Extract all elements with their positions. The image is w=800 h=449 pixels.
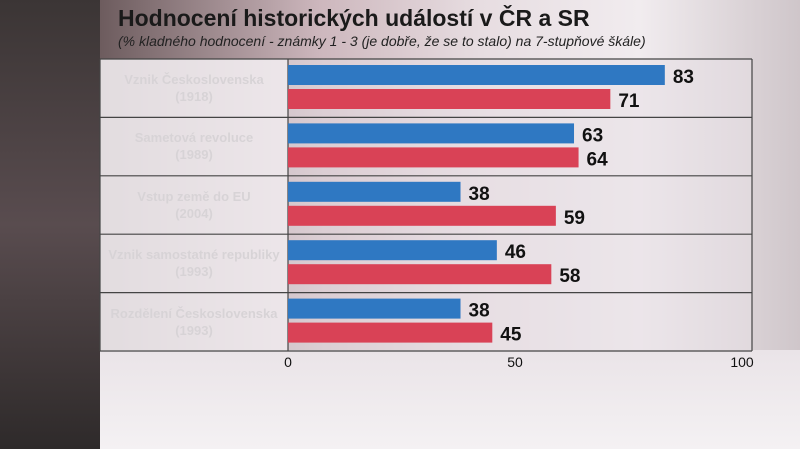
bar-series-1	[288, 123, 575, 144]
data-label: 38	[469, 184, 490, 205]
data-label: 59	[564, 208, 585, 229]
data-label: 63	[582, 125, 603, 146]
bar-series-1	[288, 65, 665, 85]
background-left-panel	[0, 0, 100, 449]
bar-series-2	[288, 264, 552, 285]
label-panel	[100, 59, 288, 351]
chart-title: Hodnocení historických událostí v ČR a S…	[118, 5, 590, 31]
bar-series-2	[288, 147, 579, 168]
bar-series-2	[288, 322, 493, 343]
bar-series-1	[288, 298, 461, 319]
data-label: 38	[469, 301, 490, 322]
bar-series-1	[288, 240, 497, 261]
bar-series-2	[288, 89, 611, 109]
bar-series-1	[288, 181, 461, 202]
data-label: 58	[559, 266, 580, 287]
bar-series-2	[288, 205, 556, 226]
chart-subtitle: (% kladného hodnocení - známky 1 - 3 (je…	[118, 33, 646, 49]
x-tick-label: 100	[730, 354, 754, 370]
background-bottom-panel	[100, 350, 800, 449]
x-tick-label: 50	[507, 354, 523, 370]
data-label: 64	[587, 149, 609, 170]
data-label: 83	[673, 67, 694, 88]
data-label: 45	[500, 325, 522, 346]
data-label: 71	[618, 91, 640, 112]
x-tick-label: 0	[284, 354, 292, 370]
data-label: 46	[505, 242, 526, 263]
